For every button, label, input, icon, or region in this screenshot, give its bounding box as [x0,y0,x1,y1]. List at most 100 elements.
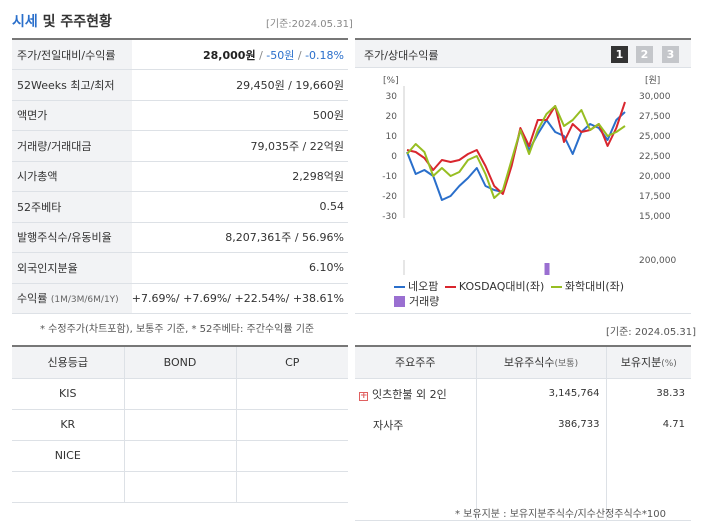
legend-item: 거래량 [394,293,439,309]
stake-cell: 4.71 [605,409,691,440]
table-row-empty [355,440,691,521]
footnote-left: * 수정주가(차트포함), 보통주 기준, * 52주베타: 주간수익률 기준 [40,324,315,335]
left-tick-label: -10 [382,172,397,182]
shares-cell: 386,733 [475,409,606,440]
bond-cell [123,378,236,410]
series-line-1 [406,111,626,201]
row-label: 거래량/거래대금 [12,130,132,162]
price-table: 주가/전일대비/수익률 28,000원 / -50원 / -0.18% 52We… [12,38,348,314]
chart-page-3-button[interactable]: 3 [662,46,679,63]
agency-cell: KR [12,409,124,441]
price-change: -50원 [266,48,295,62]
bond-cell [123,440,236,472]
holder-name: 자사주 [373,418,404,432]
legend-label: 네오팜 [408,280,439,293]
chart-header: 주가/상대수익률 1 2 3 [355,40,691,68]
cp-cell [235,409,348,441]
title-highlight: 시세 [12,14,38,30]
table-row: 외국인지분율 6.10% [12,252,348,284]
empty-cell [605,440,691,521]
row-value: 6.10% [131,252,348,284]
chart-page-2-button[interactable]: 2 [636,46,653,63]
table-header-row: 신용등급 BOND CP [12,346,348,379]
column-header: 보유주식수(보통) [475,346,606,379]
current-price: 28,000원 [203,48,256,62]
row-value: 29,450원 / 19,660원 [131,69,348,101]
right-tick-label: 22,500 [639,152,671,162]
left-tick-label: 20 [386,112,398,122]
holder-name-cell: 자사주 [355,409,476,440]
left-tick-label: 30 [386,92,398,102]
expand-plus-icon[interactable]: + [359,390,368,401]
legend-label: 화학대비(좌) [564,280,625,293]
left-axis-unit: [%] [383,76,399,86]
bond-cell [123,471,236,503]
relative-return-chart: [%] [원] 30 30,000 20 27,500 10 25,000 0 22,500 -10… [382,75,676,275]
value-separator: / [294,48,306,62]
row-value: 8,207,361주 / 56.96% [131,222,348,253]
volume-tick-label: 200,000 [639,256,676,266]
legend-swatch [394,296,405,307]
row-value: 79,035주 / 22억원 [131,130,348,162]
column-header: CP [235,346,348,379]
header-sub: (보통) [554,359,579,370]
row-value: 2,298억원 [131,161,348,192]
major-shareholders-table: 주요주주 보유주식수(보통) 보유지분(%) + 잇츠한불 외 2인 3,145,… [355,345,691,521]
chart-legend: 네오팜 KOSDAQ대비(좌) 화학대비(좌) 거래량 [394,278,684,308]
price-change-rate: -0.18% [305,48,344,62]
table-row: 시가총액 2,298억원 [12,161,348,192]
column-header: 보유지분(%) [605,346,691,379]
row-label: 52주베타 [12,191,132,223]
table-row: 자사주 386,733 4.71 [355,409,691,440]
title-rest: 및 주주현황 [37,14,112,30]
row-label: 액면가 [12,100,132,131]
reference-date: [기준:2024.05.31] [266,19,353,30]
shares-cell: 3,145,764 [475,378,606,409]
legend-label: 거래량 [409,295,440,308]
returns-period: (1M/3M/6M/1Y) [50,295,119,306]
column-header: 주요주주 [355,346,476,379]
legend-item: KOSDAQ대비(좌) [444,278,544,294]
holder-name-cell: + 잇츠한불 외 2인 [355,378,476,409]
chart-page-1-button[interactable]: 1 [611,46,628,63]
cp-cell [235,471,348,503]
footnote-right: * 보유지분 : 보유지분주식수/지수산정주식수*100 [455,509,666,520]
holder-name: 잇츠한불 외 2인 [372,387,447,401]
right-tick-label: 25,000 [639,132,671,142]
column-header: BOND [123,346,236,379]
series-line-3 [406,105,626,199]
legend-swatch [394,286,405,288]
header-main: 보유주식수 [503,356,555,370]
row-label: 수익률 (1M/3M/6M/1Y) [12,283,132,314]
table-row: KIS [12,378,348,410]
agency-cell: KIS [12,378,124,410]
table-row: 52Weeks 최고/최저 29,450원 / 19,660원 [12,69,348,101]
empty-cell [355,440,476,521]
value-separator: / [255,48,267,62]
legend-item: 네오팜 [394,278,438,294]
header-main: 보유지분 [620,356,662,370]
table-row: 52주베타 0.54 [12,191,348,223]
returns-label: 수익률 [17,292,48,306]
left-tick-label: 10 [386,132,398,142]
credit-rating-table: 신용등급 BOND CP KIS KR NICE [12,345,348,503]
table-row: 거래량/거래대금 79,035주 / 22억원 [12,130,348,162]
legend-swatch [550,286,562,288]
row-label: 52Weeks 최고/최저 [12,69,132,101]
right-tick-label: 15,000 [639,212,671,222]
left-tick-label: -30 [382,212,397,222]
table-row: 주가/전일대비/수익률 28,000원 / -50원 / -0.18% [12,39,348,70]
chart-panel: 주가/상대수익률 1 2 3 [%] [원] 30 30,000 20 27,500 10 2… [355,38,691,314]
left-tick-label: -20 [382,192,397,202]
right-tick-label: 30,000 [639,92,671,102]
agency-cell: NICE [12,440,124,472]
bond-cell [123,409,236,441]
right-tick-label: 27,500 [639,112,671,122]
cp-cell [235,378,348,410]
header-sub: (%) [661,359,677,370]
table-row: KR [12,409,348,441]
row-value: 500원 [131,100,348,131]
stake-cell: 38.33 [605,378,691,409]
right-tick-label: 20,000 [639,172,671,182]
legend-swatch [444,286,456,288]
